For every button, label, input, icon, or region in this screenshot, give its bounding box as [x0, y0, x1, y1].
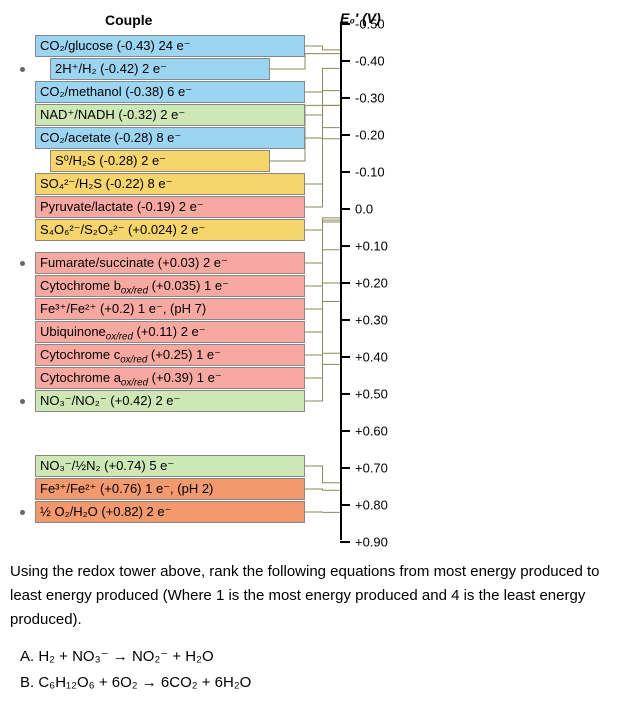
axis-tick: [340, 393, 350, 395]
axis-tick-label: -0.30: [355, 91, 385, 106]
axis-tick: [340, 467, 350, 469]
axis-tick-label: +0.70: [355, 461, 388, 476]
axis-tick-label: +0.20: [355, 276, 388, 291]
axis-tick-label: 0.0: [355, 202, 373, 217]
couple-box: Fumarate/succinate (+0.03) 2 e⁻: [35, 252, 305, 274]
axis-tick-label: +0.10: [355, 239, 388, 254]
axis-tick: [340, 282, 350, 284]
axis-tick: [340, 97, 350, 99]
bullet-dot: [20, 261, 25, 266]
axis-tick: [340, 245, 350, 247]
axis-tick-label: -0.50: [355, 17, 385, 32]
couple-box: S₄O₆²⁻/S₂O₃²⁻ (+0.024) 2 e⁻: [35, 219, 305, 241]
axis-tick-label: -0.20: [355, 128, 385, 143]
couple-box: Cytochrome box/red (+0.035) 1 e⁻: [35, 275, 305, 297]
bullet-dot: [20, 399, 25, 404]
couple-box: Ubiquinoneox/red (+0.11) 2 e⁻: [35, 321, 305, 343]
axis-tick: [340, 356, 350, 358]
axis-tick: [340, 208, 350, 210]
couple-box: CO₂/acetate (-0.28) 8 e⁻: [35, 127, 305, 149]
couple-box: NAD⁺/NADH (-0.32) 2 e⁻: [35, 104, 305, 126]
axis-tick-label: +0.50: [355, 387, 388, 402]
equation-item: B. C₆H₁₂O₆ + 6O₂ → 6CO₂ + 6H₂O: [20, 670, 623, 696]
couple-box: NO₃⁻/NO₂⁻ (+0.42) 2 e⁻: [35, 390, 305, 412]
redox-tower: Couple E₀′ (V) -0.50-0.40-0.30-0.20-0.10…: [10, 10, 623, 550]
axis-tick-label: +0.80: [355, 498, 388, 513]
axis-tick: [340, 504, 350, 506]
couple-box: CO₂/methanol (-0.38) 6 e⁻: [35, 81, 305, 103]
axis-tick-label: +0.30: [355, 313, 388, 328]
axis-tick-label: +0.90: [355, 535, 388, 550]
axis-tick: [340, 430, 350, 432]
axis-tick-label: +0.40: [355, 350, 388, 365]
axis-tick-label: -0.40: [355, 54, 385, 69]
couple-box: Fe³⁺/Fe²⁺ (+0.76) 1 e⁻, (pH 2): [35, 478, 305, 500]
couple-box: Fe³⁺/Fe²⁺ (+0.2) 1 e⁻, (pH 7): [35, 298, 305, 320]
axis-tick: [340, 134, 350, 136]
couple-box: Cytochrome aox/red (+0.39) 1 e⁻: [35, 367, 305, 389]
equations-list: A. H₂ + NO₃⁻ → NO₂⁻ + H₂OB. C₆H₁₂O₆ + 6O…: [10, 644, 623, 695]
couple-box: 2H⁺/H₂ (-0.42) 2 e⁻: [50, 58, 270, 80]
axis-tick: [340, 541, 350, 543]
axis-tick: [340, 171, 350, 173]
question-text: Using the redox tower above, rank the fo…: [10, 560, 623, 632]
couple-box: Cytochrome cox/red (+0.25) 1 e⁻: [35, 344, 305, 366]
axis-tick: [340, 319, 350, 321]
axis-tick: [340, 60, 350, 62]
couple-box: ½ O₂/H₂O (+0.82) 2 e⁻: [35, 501, 305, 523]
couple-box: S⁰/H₂S (-0.28) 2 e⁻: [50, 150, 270, 172]
couple-box: SO₄²⁻/H₂S (-0.22) 8 e⁻: [35, 173, 305, 195]
axis-tick: [340, 23, 350, 25]
equation-item: A. H₂ + NO₃⁻ → NO₂⁻ + H₂O: [20, 644, 623, 670]
couple-box: CO₂/glucose (-0.43) 24 e⁻: [35, 35, 305, 57]
axis-tick-label: +0.60: [355, 424, 388, 439]
axis-tick-label: -0.10: [355, 165, 385, 180]
bullet-dot: [20, 510, 25, 515]
bullet-dot: [20, 67, 25, 72]
couple-box: Pyruvate/lactate (-0.19) 2 e⁻: [35, 196, 305, 218]
couple-box: NO₃⁻/½N₂ (+0.74) 5 e⁻: [35, 455, 305, 477]
